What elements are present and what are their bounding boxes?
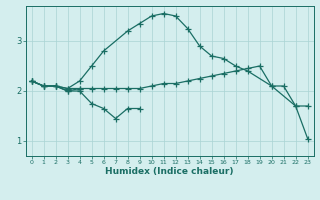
X-axis label: Humidex (Indice chaleur): Humidex (Indice chaleur) [105, 167, 234, 176]
